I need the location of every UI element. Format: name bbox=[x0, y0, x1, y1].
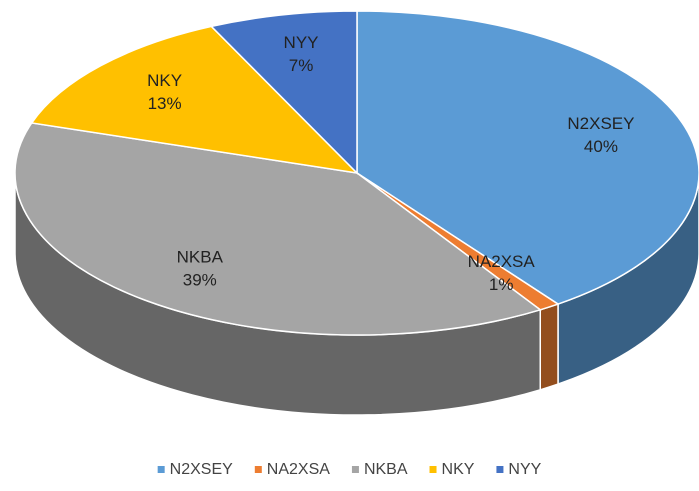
pie-slice bbox=[14, 122, 542, 336]
legend-label: NYY bbox=[508, 461, 541, 478]
legend-swatch bbox=[254, 466, 262, 473]
slice-label: NKBA bbox=[177, 247, 224, 266]
legend-swatch bbox=[496, 466, 504, 473]
slice-label: NKY bbox=[147, 71, 182, 90]
legend-swatch bbox=[351, 466, 359, 473]
legend-label: NKY bbox=[442, 461, 475, 478]
pie-slice bbox=[30, 25, 360, 175]
slice-value: 13% bbox=[148, 94, 182, 113]
pie-side bbox=[539, 303, 559, 391]
slice-value: 7% bbox=[289, 56, 314, 75]
slice-value: 39% bbox=[183, 270, 217, 289]
slice-label: NA2XSA bbox=[468, 252, 536, 271]
legend-label: NKBA bbox=[364, 461, 408, 478]
slice-value: 40% bbox=[584, 137, 618, 156]
slice-label: NYY bbox=[284, 33, 319, 52]
legend-swatch bbox=[157, 466, 165, 473]
slice-label: N2XSEY bbox=[567, 114, 634, 133]
pie-slice bbox=[356, 10, 699, 305]
legend-label: N2XSEY bbox=[170, 461, 233, 478]
pie-slice bbox=[209, 10, 358, 175]
slice-value: 1% bbox=[489, 275, 514, 294]
legend-swatch bbox=[429, 466, 437, 473]
legend-label: NA2XSA bbox=[267, 461, 330, 478]
